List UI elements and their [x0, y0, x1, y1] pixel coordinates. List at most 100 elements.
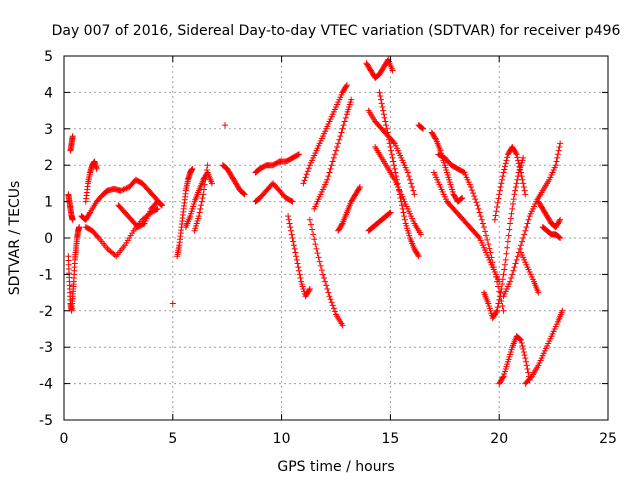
- data-point-interp: [356, 185, 363, 192]
- series-arc-32: [500, 140, 564, 300]
- data-point: [557, 235, 564, 241]
- data-point-interp: [523, 358, 530, 365]
- data-point: [502, 256, 509, 263]
- data-point-interp: [502, 261, 509, 268]
- data-point: [330, 154, 337, 161]
- data-point-interp: [520, 180, 527, 187]
- series-arc-5: [78, 176, 165, 223]
- data-point-interp: [496, 187, 503, 194]
- data-point-interp: [335, 140, 342, 147]
- data-point-interp: [382, 118, 389, 125]
- data-point-interp: [406, 176, 413, 183]
- data-point: [522, 191, 529, 198]
- series-arc-31: [491, 144, 529, 223]
- data-point-interp: [419, 125, 426, 132]
- data-point-interp: [512, 184, 519, 191]
- x-tick-label: 15: [381, 431, 399, 447]
- data-point-interp: [408, 180, 415, 187]
- data-point-interp: [523, 224, 530, 231]
- data-point: [507, 278, 514, 285]
- data-point-interp: [519, 238, 526, 245]
- data-point: [296, 151, 303, 158]
- data-point-interp: [508, 275, 515, 282]
- data-point-interp: [383, 122, 390, 129]
- data-point-interp: [432, 135, 439, 142]
- data-point-interp: [469, 187, 475, 194]
- series-arc-19: [311, 96, 355, 212]
- data-point-interp: [203, 167, 210, 174]
- grid: [64, 56, 608, 420]
- data-point-interp: [343, 83, 350, 90]
- data-point: [376, 89, 383, 96]
- data-point-interp: [410, 187, 417, 194]
- data-point-interp: [517, 166, 524, 173]
- data-point: [494, 278, 501, 285]
- y-tick-label: 0: [44, 231, 53, 247]
- data-point-interp: [554, 154, 561, 161]
- data-point-interp: [518, 173, 525, 180]
- data-point-interp: [293, 253, 300, 260]
- data-point-interp: [294, 260, 301, 267]
- data-point-interp: [506, 226, 513, 233]
- data-point-interp: [391, 165, 398, 172]
- data-point: [517, 336, 524, 343]
- data-point-interp: [123, 185, 130, 192]
- y-axis-label: SDTVAR / TECUs: [7, 181, 23, 296]
- data-point-interp: [330, 305, 337, 312]
- data-point-interp: [317, 262, 324, 269]
- data-point-interp: [457, 196, 464, 203]
- series-arc-34: [522, 307, 566, 387]
- data-point-interp: [377, 93, 384, 100]
- data-point-interp: [470, 190, 477, 197]
- data-point-interp: [153, 206, 160, 213]
- data-point-interp: [305, 165, 312, 172]
- series-arc-3: [67, 133, 76, 154]
- data-point-interp: [477, 213, 484, 220]
- series-arc-25: [365, 209, 394, 234]
- data-point-interp: [324, 285, 331, 292]
- series-arc-29: [435, 151, 507, 314]
- data-point: [496, 191, 503, 198]
- series-arc-35: [517, 249, 542, 296]
- data-point-interp: [384, 129, 391, 136]
- data-point: [293, 256, 300, 263]
- y-tick-label: -4: [39, 377, 53, 393]
- x-axis-label: GPS time / hours: [277, 459, 394, 475]
- data-point-interp: [556, 234, 563, 241]
- data-point-interp: [517, 336, 524, 343]
- data-point: [380, 111, 387, 118]
- data-point-interp: [509, 205, 516, 212]
- data-point-interp: [334, 144, 341, 150]
- data-point-interp: [316, 258, 323, 265]
- series-arc-26: [415, 122, 427, 132]
- data-point-interp: [496, 296, 503, 303]
- data-point: [467, 184, 474, 191]
- data-point: [487, 249, 494, 256]
- data-point-interp: [201, 181, 208, 188]
- chart-title: Day 007 of 2016, Sidereal Day-to-day VTE…: [52, 23, 621, 39]
- data-point-interp: [311, 236, 318, 243]
- data-point-interp: [86, 210, 93, 217]
- data-point-interp: [501, 266, 508, 273]
- data-point: [494, 307, 501, 314]
- series-arc-4: [82, 158, 100, 205]
- data-point: [356, 184, 363, 191]
- data-point-interp: [386, 210, 393, 217]
- data-point-interp: [386, 140, 393, 147]
- data-point: [500, 307, 507, 314]
- data-point-interp: [318, 267, 325, 274]
- data-point-interp: [516, 163, 523, 170]
- series-arc-37: [539, 224, 564, 241]
- data-point-interp: [288, 227, 295, 234]
- data-point: [169, 300, 176, 307]
- data-point-interp: [297, 275, 304, 282]
- data-point-interp: [304, 168, 311, 175]
- data-point: [319, 271, 326, 278]
- data-point: [158, 202, 165, 209]
- data-point-interp: [509, 201, 516, 208]
- data-point-interp: [510, 267, 517, 274]
- data-point: [535, 289, 542, 296]
- data-point: [326, 293, 333, 300]
- data-points: [65, 56, 566, 387]
- data-point: [520, 154, 527, 161]
